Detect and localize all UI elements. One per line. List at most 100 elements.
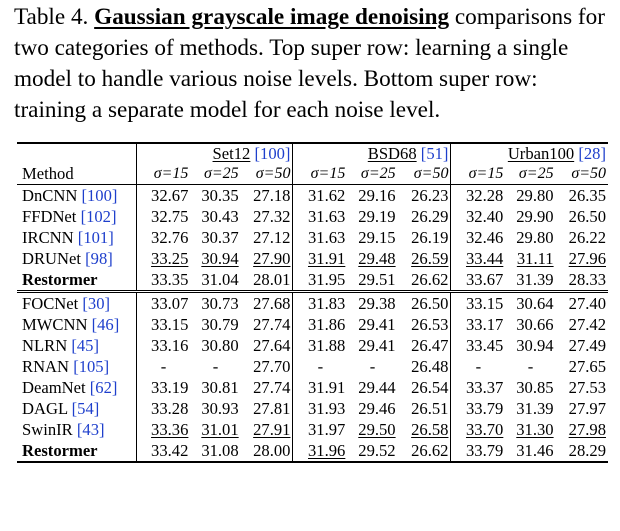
method-cell: Restormer (17, 440, 137, 463)
value-cell: 27.32 (253, 206, 291, 226)
value-cell: 26.50 (397, 290, 451, 314)
method-header: Method (22, 164, 74, 183)
value-cell: 26.29 (411, 206, 449, 226)
value-cell: 31.86 (292, 314, 348, 335)
value-cell: 33.44 (450, 248, 506, 269)
value-cell: 31.95 (292, 269, 348, 292)
value-cell: 26.54 (411, 377, 449, 397)
table-row: IRCNN [101] 32.76 30.37 27.12 31.63 29.15 26.1… (17, 227, 608, 248)
table-row: FFDNet [102] 32.75 30.43 27.32 31.63 29.19 26.… (17, 206, 608, 227)
value-cell: 33.35 (135, 269, 191, 292)
value-cell: 33.25 (135, 248, 191, 269)
table-caption: Table 4. Gaussian grayscale image denois… (14, 2, 610, 126)
value-cell: 31.91 (292, 248, 348, 269)
value-cell: - (527, 356, 534, 376)
value-cell: 28.33 (568, 269, 606, 289)
value-cell: 27.70 (253, 356, 291, 376)
value-cell: 33.15 (135, 314, 191, 335)
value-cell: 29.19 (358, 206, 396, 226)
value-cell: 26.50 (568, 206, 606, 226)
value-cell: 31.97 (292, 419, 348, 440)
table-row: SwinIR [43] 33.36 31.01 27.91 31.97 29.50 26.5… (17, 419, 608, 440)
method-cell: MWCNN [46] (22, 314, 120, 334)
caption-title: Gaussian grayscale image denoising (94, 4, 450, 30)
sigma-header: σ=25 (518, 165, 554, 182)
value-cell: 33.70 (450, 419, 506, 440)
value-cell: - (212, 356, 219, 376)
value-cell: 30.81 (201, 377, 239, 397)
value-cell: 31.93 (292, 398, 348, 419)
value-cell: 31.11 (516, 248, 554, 268)
value-cell: 27.42 (568, 314, 606, 334)
sigma-header: σ=50 (255, 165, 291, 182)
value-cell: 32.40 (450, 206, 506, 227)
caption-label: Table 4. (14, 4, 89, 30)
value-cell: 29.41 (358, 335, 396, 355)
value-cell: 31.88 (292, 335, 348, 356)
sigma-header: σ=25 (203, 165, 239, 182)
value-cell: 30.79 (201, 314, 239, 334)
value-cell: 29.80 (516, 227, 554, 247)
value-cell: 32.67 (135, 184, 191, 206)
method-cell: DRUNet [98] (22, 248, 113, 268)
value-cell: 29.44 (358, 377, 396, 397)
sigma-header-row: Method σ=15 σ=25 σ=50 σ=15 σ=25 σ=50 σ=1… (17, 164, 608, 185)
value-cell: 33.07 (135, 290, 191, 314)
table-row: FOCNet [30] 33.07 30.73 27.68 31.83 29.38 26.5… (17, 290, 608, 314)
value-cell: 32.46 (450, 227, 506, 248)
table-row: Restormer 33.35 31.04 28.01 31.95 29.51 26.62 3… (17, 269, 608, 292)
value-cell: 26.58 (411, 419, 449, 439)
sigma-header: σ=50 (413, 165, 449, 182)
method-cell: IRCNN [101] (22, 227, 114, 247)
method-cell: FOCNet [30] (17, 290, 137, 314)
method-cell: RNAN [105] (22, 356, 110, 376)
method-cell: SwinIR [43] (22, 419, 105, 439)
value-cell: 30.66 (516, 314, 554, 334)
value-cell: 31.39 (516, 269, 554, 289)
value-cell: 26.53 (411, 314, 449, 334)
value-cell: 27.18 (240, 184, 293, 206)
results-table: Set12 [100] BSD68 [51] Urban100 [28] Met… (17, 142, 608, 463)
value-cell: 33.37 (450, 377, 506, 398)
value-cell: 33.45 (450, 335, 506, 356)
value-cell: 30.80 (201, 335, 239, 355)
sigma-header: σ=15 (135, 164, 191, 185)
value-cell: 26.47 (411, 335, 449, 355)
value-cell: 31.30 (516, 419, 554, 439)
table-row: NLRN [45] 33.16 30.80 27.64 31.88 29.41 26.47 3… (17, 335, 608, 356)
value-cell: 29.52 (347, 440, 398, 463)
value-cell: 31.39 (516, 398, 554, 418)
value-cell: 27.64 (253, 335, 291, 355)
sigma-header: σ=15 (292, 164, 348, 185)
value-cell: 26.62 (397, 440, 451, 463)
dataset-header-row: Set12 [100] BSD68 [51] Urban100 [28] (17, 142, 608, 164)
dataset-header: BSD68 [51] (292, 142, 451, 164)
caption-text: comparisons for two categories of method… (14, 4, 605, 123)
value-cell: 31.96 (292, 440, 348, 463)
method-cell: DnCNN [100] (17, 184, 137, 206)
value-cell: - (292, 356, 348, 377)
value-cell: 28.00 (240, 440, 293, 463)
value-cell: 33.15 (450, 290, 506, 314)
value-cell: 30.35 (190, 184, 241, 206)
value-cell: 27.98 (568, 419, 606, 439)
value-cell: 33.36 (135, 419, 191, 440)
value-cell: 31.83 (292, 290, 348, 314)
value-cell: 27.68 (240, 290, 293, 314)
value-cell: 27.12 (253, 227, 291, 247)
value-cell: 33.42 (135, 440, 191, 463)
method-cell: FFDNet [102] (22, 206, 117, 226)
group-single-model: DnCNN [100] 32.67 30.35 27.18 31.62 29.16 26.2… (17, 184, 608, 292)
value-cell: - (135, 356, 191, 377)
value-cell: 27.96 (568, 248, 606, 268)
value-cell: 32.28 (450, 184, 506, 206)
value-cell: 27.53 (568, 377, 606, 397)
value-cell: - (369, 356, 376, 376)
value-cell: 29.51 (358, 269, 396, 289)
value-cell: 30.37 (201, 227, 239, 247)
value-cell: 27.97 (568, 398, 606, 418)
value-cell: 33.16 (135, 335, 191, 356)
table-row: DeamNet [62] 33.19 30.81 27.74 31.91 29.44 26.… (17, 377, 608, 398)
value-cell: 31.91 (292, 377, 348, 398)
value-cell: 31.63 (292, 227, 348, 248)
